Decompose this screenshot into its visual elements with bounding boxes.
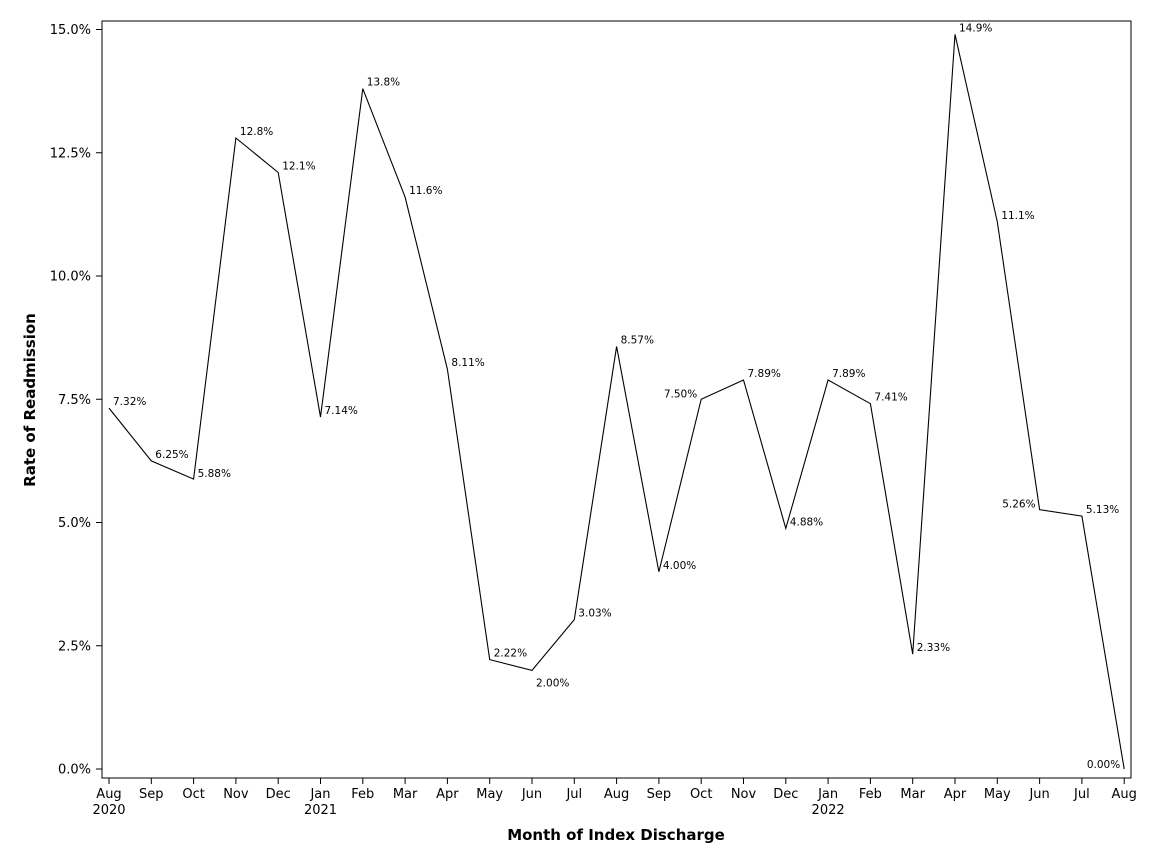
x-tick-label: Jun (1028, 787, 1049, 802)
x-tick-label: Feb (859, 787, 882, 802)
data-label: 5.88% (198, 468, 231, 480)
x-tick-label: Aug (604, 787, 629, 802)
y-tick-label: 5.0% (58, 516, 91, 531)
x-tick-label: Nov (731, 787, 757, 802)
x-axis-title: Month of Index Discharge (507, 826, 725, 844)
data-label: 7.14% (325, 405, 358, 417)
data-label: 3.03% (578, 608, 611, 620)
x-tick-label: Mar (900, 787, 925, 802)
y-axis-title: Rate of Readmission (21, 313, 39, 487)
x-tick-label: Nov (223, 787, 249, 802)
x-tick-year-label: 2020 (92, 803, 125, 818)
data-label: 8.11% (451, 357, 484, 369)
x-tick-label: May (984, 787, 1011, 802)
data-label: 7.32% (113, 396, 146, 408)
data-label: 11.6% (409, 185, 442, 197)
data-label: 12.1% (282, 160, 315, 172)
data-label: 13.8% (367, 77, 400, 89)
y-tick-label: 15.0% (50, 23, 91, 38)
data-label: 5.13% (1086, 504, 1119, 516)
x-tick-label: Sep (647, 787, 672, 802)
x-tick-label: Aug (1112, 787, 1137, 802)
y-tick-label: 12.5% (50, 146, 91, 161)
y-tick-label: 2.5% (58, 639, 91, 654)
x-tick-label: May (476, 787, 503, 802)
data-label: 4.00% (663, 560, 696, 572)
y-tick-label: 0.0% (58, 763, 91, 778)
series-group (108, 34, 1125, 770)
x-tick-label: Feb (351, 787, 374, 802)
x-tick-label: Dec (773, 787, 798, 802)
data-label: 2.00% (536, 677, 569, 689)
x-tick-label: Apr (944, 787, 967, 802)
y-tick-label: 7.5% (58, 393, 91, 408)
data-labels: 7.32% 6.25% 5.88% 12.8% 12.1% 7.14% 13.8% 11.6%… (113, 22, 1120, 771)
x-tick-label: Jul (1073, 787, 1090, 802)
x-tick-label: Jan (309, 787, 330, 802)
x-tick-year-label: 2021 (304, 803, 337, 818)
data-label: 7.50% (664, 388, 697, 400)
x-tick-label: Jul (565, 787, 582, 802)
x-tick-label: Jan (817, 787, 838, 802)
data-label: 4.88% (790, 516, 823, 528)
data-label: 7.89% (748, 368, 781, 380)
x-tick-label: Dec (266, 787, 291, 802)
data-label: 11.1% (1001, 210, 1034, 222)
data-label: 12.8% (240, 126, 273, 138)
x-tick-label: Sep (139, 787, 164, 802)
x-tick-label: Apr (436, 787, 459, 802)
x-tick-label: Jun (521, 787, 542, 802)
x-tick-year-label: 2022 (812, 803, 845, 818)
data-label: 0.00% (1087, 759, 1120, 771)
x-tick-label: Aug (96, 787, 121, 802)
data-label: 14.9% (959, 22, 992, 34)
data-label: 2.22% (494, 648, 527, 660)
data-label: 8.57% (621, 334, 654, 346)
y-tick-label: 10.0% (50, 270, 91, 285)
y-axis: 0.0% 2.5% 5.0% 7.5% 10.0% 12.5% 15.0% (50, 23, 102, 778)
x-tick-label: Oct (690, 787, 712, 802)
data-label: 7.89% (832, 368, 865, 380)
x-tick-label: Oct (182, 787, 204, 802)
series-line (108, 34, 1125, 770)
data-label: 6.25% (155, 449, 188, 461)
data-label: 5.26% (1002, 499, 1035, 511)
data-label: 2.33% (917, 642, 950, 654)
data-label: 7.41% (874, 392, 907, 404)
x-tick-label: Mar (393, 787, 418, 802)
